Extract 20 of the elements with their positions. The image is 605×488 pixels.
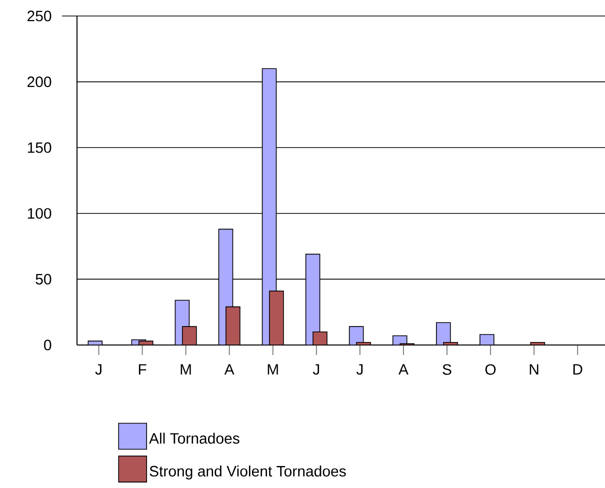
- x-tick-label: N: [530, 364, 538, 375]
- y-tick-label: 0: [44, 340, 52, 350]
- x-tick-label: M: [180, 364, 191, 375]
- x-tick-label: F: [138, 364, 146, 375]
- y-tick-label: 200: [28, 76, 52, 88]
- y-tick-label: 100: [28, 208, 52, 219]
- legend-label: Strong and Violent Tornadoes: [150, 466, 346, 480]
- x-tick-label: A: [398, 364, 408, 375]
- x-tick-label: J: [312, 364, 320, 375]
- legend-label: All Tornadoes: [149, 432, 240, 444]
- x-tick-label: J: [356, 364, 363, 375]
- x-tick-label: S: [442, 364, 452, 375]
- x-tick-label: J: [95, 364, 102, 375]
- x-tick-label: D: [573, 364, 582, 375]
- x-tick-label: O: [485, 364, 496, 375]
- x-tick-label: A: [224, 364, 234, 375]
- y-tick-label: 50: [36, 274, 52, 285]
- y-tick-label: 250: [28, 10, 52, 22]
- x-tick-label: M: [268, 364, 278, 375]
- y-tick-label: 150: [28, 142, 52, 153]
